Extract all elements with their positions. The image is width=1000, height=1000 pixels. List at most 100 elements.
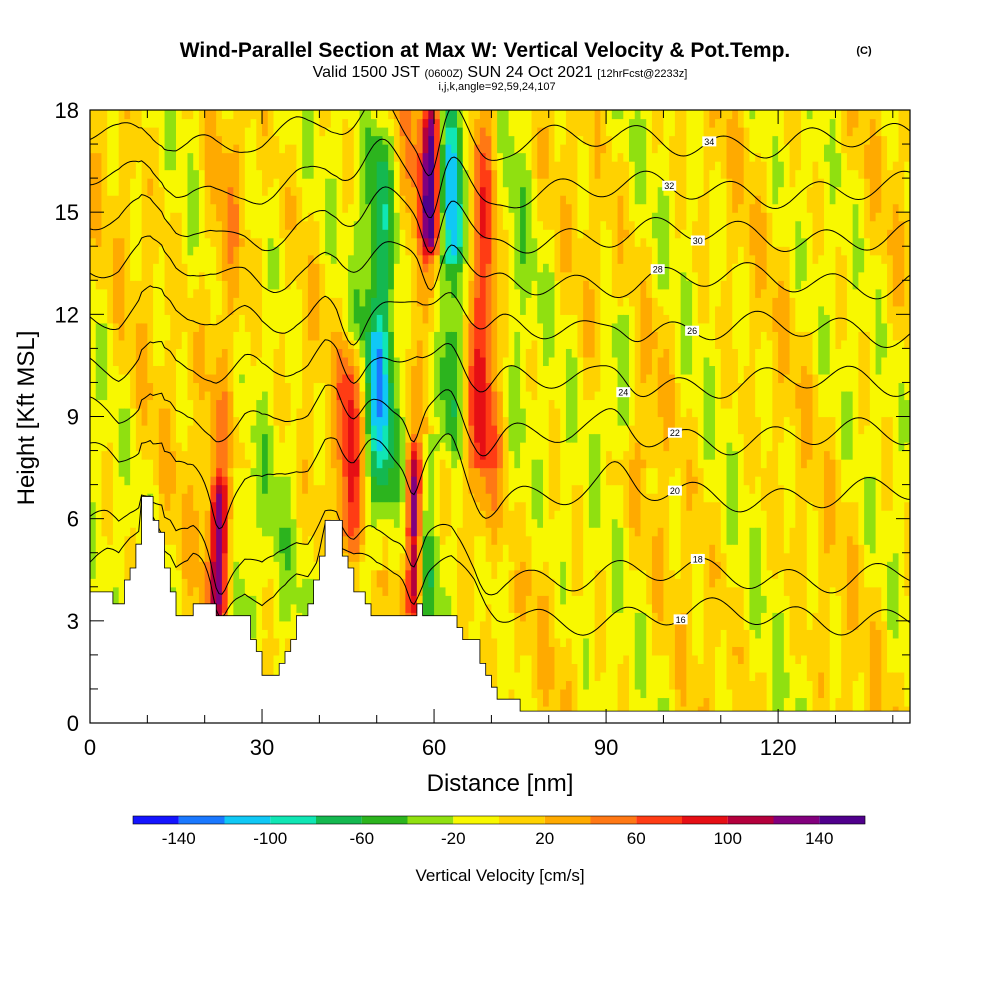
velocity-cell <box>491 390 498 426</box>
velocity-cell <box>376 518 384 571</box>
velocity-cell <box>451 263 458 298</box>
velocity-cell <box>611 297 619 324</box>
velocity-cell <box>543 178 550 230</box>
velocity-cell <box>852 544 859 630</box>
velocity-cell <box>531 518 538 571</box>
velocity-cell <box>525 390 533 537</box>
velocity-cell <box>772 331 779 579</box>
velocity-cell <box>181 578 189 630</box>
velocity-cell <box>640 382 647 460</box>
velocity-cell <box>376 331 384 349</box>
colorbar-frame <box>132 815 866 825</box>
velocity-cell <box>829 416 837 460</box>
velocity-cell <box>858 237 865 273</box>
velocity-cell <box>388 118 395 137</box>
velocity-cell <box>514 152 521 290</box>
velocity-cell <box>101 450 108 537</box>
velocity-cell <box>646 110 653 247</box>
velocity-cell <box>428 331 435 426</box>
velocity-cell <box>187 152 194 256</box>
velocity-cell <box>462 263 470 315</box>
velocity-cell <box>772 297 779 332</box>
velocity-cell <box>434 535 441 630</box>
velocity-cell <box>468 280 475 324</box>
terrain <box>90 496 910 723</box>
velocity-cell <box>852 629 859 682</box>
velocity-cell <box>600 569 607 673</box>
velocity-cell <box>629 425 636 460</box>
velocity-cell <box>583 356 590 401</box>
velocity-cell <box>755 348 762 418</box>
velocity-cell <box>124 373 131 409</box>
velocity-cell <box>267 535 275 579</box>
velocity-cell <box>330 110 338 179</box>
copyright-mark: (C) <box>856 45 872 57</box>
velocity-cell <box>651 212 659 239</box>
velocity-cell <box>233 144 240 205</box>
velocity-cell <box>720 110 728 179</box>
velocity-cell <box>485 110 492 137</box>
velocity-cell <box>359 339 366 358</box>
velocity-cell <box>841 501 848 723</box>
velocity-cell <box>864 586 871 723</box>
velocity-cell <box>680 229 687 273</box>
velocity-cell <box>508 510 515 562</box>
velocity-cell <box>806 212 814 332</box>
velocity-cell <box>187 118 194 154</box>
velocity-cell <box>846 390 854 460</box>
velocity-cell <box>393 212 401 264</box>
velocity-cell <box>841 110 848 154</box>
velocity-cell <box>674 620 682 690</box>
theta-label-bg <box>616 387 631 398</box>
velocity-cell <box>715 161 722 307</box>
theta-contour-label: 34 <box>704 137 714 147</box>
velocity-cell <box>307 339 315 537</box>
velocity-cell <box>869 220 877 256</box>
velocity-cell <box>818 373 825 418</box>
velocity-cell <box>164 510 171 545</box>
velocity-cell <box>296 110 303 188</box>
velocity-cell <box>692 493 699 562</box>
velocity-cell <box>451 416 458 452</box>
velocity-cell <box>611 322 619 358</box>
velocity-cell <box>657 527 665 622</box>
velocity-cell <box>835 152 842 188</box>
velocity-cell <box>456 203 464 247</box>
velocity-cell <box>640 459 647 469</box>
velocity-cell <box>697 663 705 707</box>
velocity-cell <box>124 484 131 537</box>
velocity-cell <box>606 135 613 230</box>
velocity-cell <box>646 493 653 605</box>
velocity-cell <box>749 161 756 205</box>
velocity-cell <box>302 220 309 460</box>
velocity-cell <box>376 484 384 503</box>
velocity-cell <box>543 595 550 707</box>
velocity-cell <box>405 348 412 443</box>
velocity-cell <box>198 561 206 605</box>
velocity-cell <box>737 127 745 205</box>
velocity-cell <box>313 339 320 384</box>
velocity-cell <box>892 110 900 162</box>
velocity-cell <box>445 280 452 332</box>
velocity-cell <box>766 569 773 716</box>
velocity-cell <box>663 654 670 699</box>
velocity-cell <box>583 280 590 358</box>
velocity-cell <box>474 467 481 503</box>
velocity-cell <box>181 118 189 264</box>
velocity-cell <box>365 476 372 656</box>
velocity-cell <box>107 195 114 324</box>
colorbar-label: Vertical Velocity [cm/s] <box>415 866 584 885</box>
velocity-cell <box>548 399 556 520</box>
velocity-cell <box>422 271 429 324</box>
velocity-cell <box>388 135 395 171</box>
velocity-cell <box>216 493 223 605</box>
velocity-cell <box>393 527 401 571</box>
velocity-cell <box>233 561 240 639</box>
velocity-cell <box>428 110 435 120</box>
velocity-cell <box>273 178 280 247</box>
velocity-cell <box>801 697 808 723</box>
velocity-cell <box>267 425 275 537</box>
velocity-cell <box>170 450 177 494</box>
velocity-cell <box>370 425 378 452</box>
velocity-cell <box>95 152 103 247</box>
